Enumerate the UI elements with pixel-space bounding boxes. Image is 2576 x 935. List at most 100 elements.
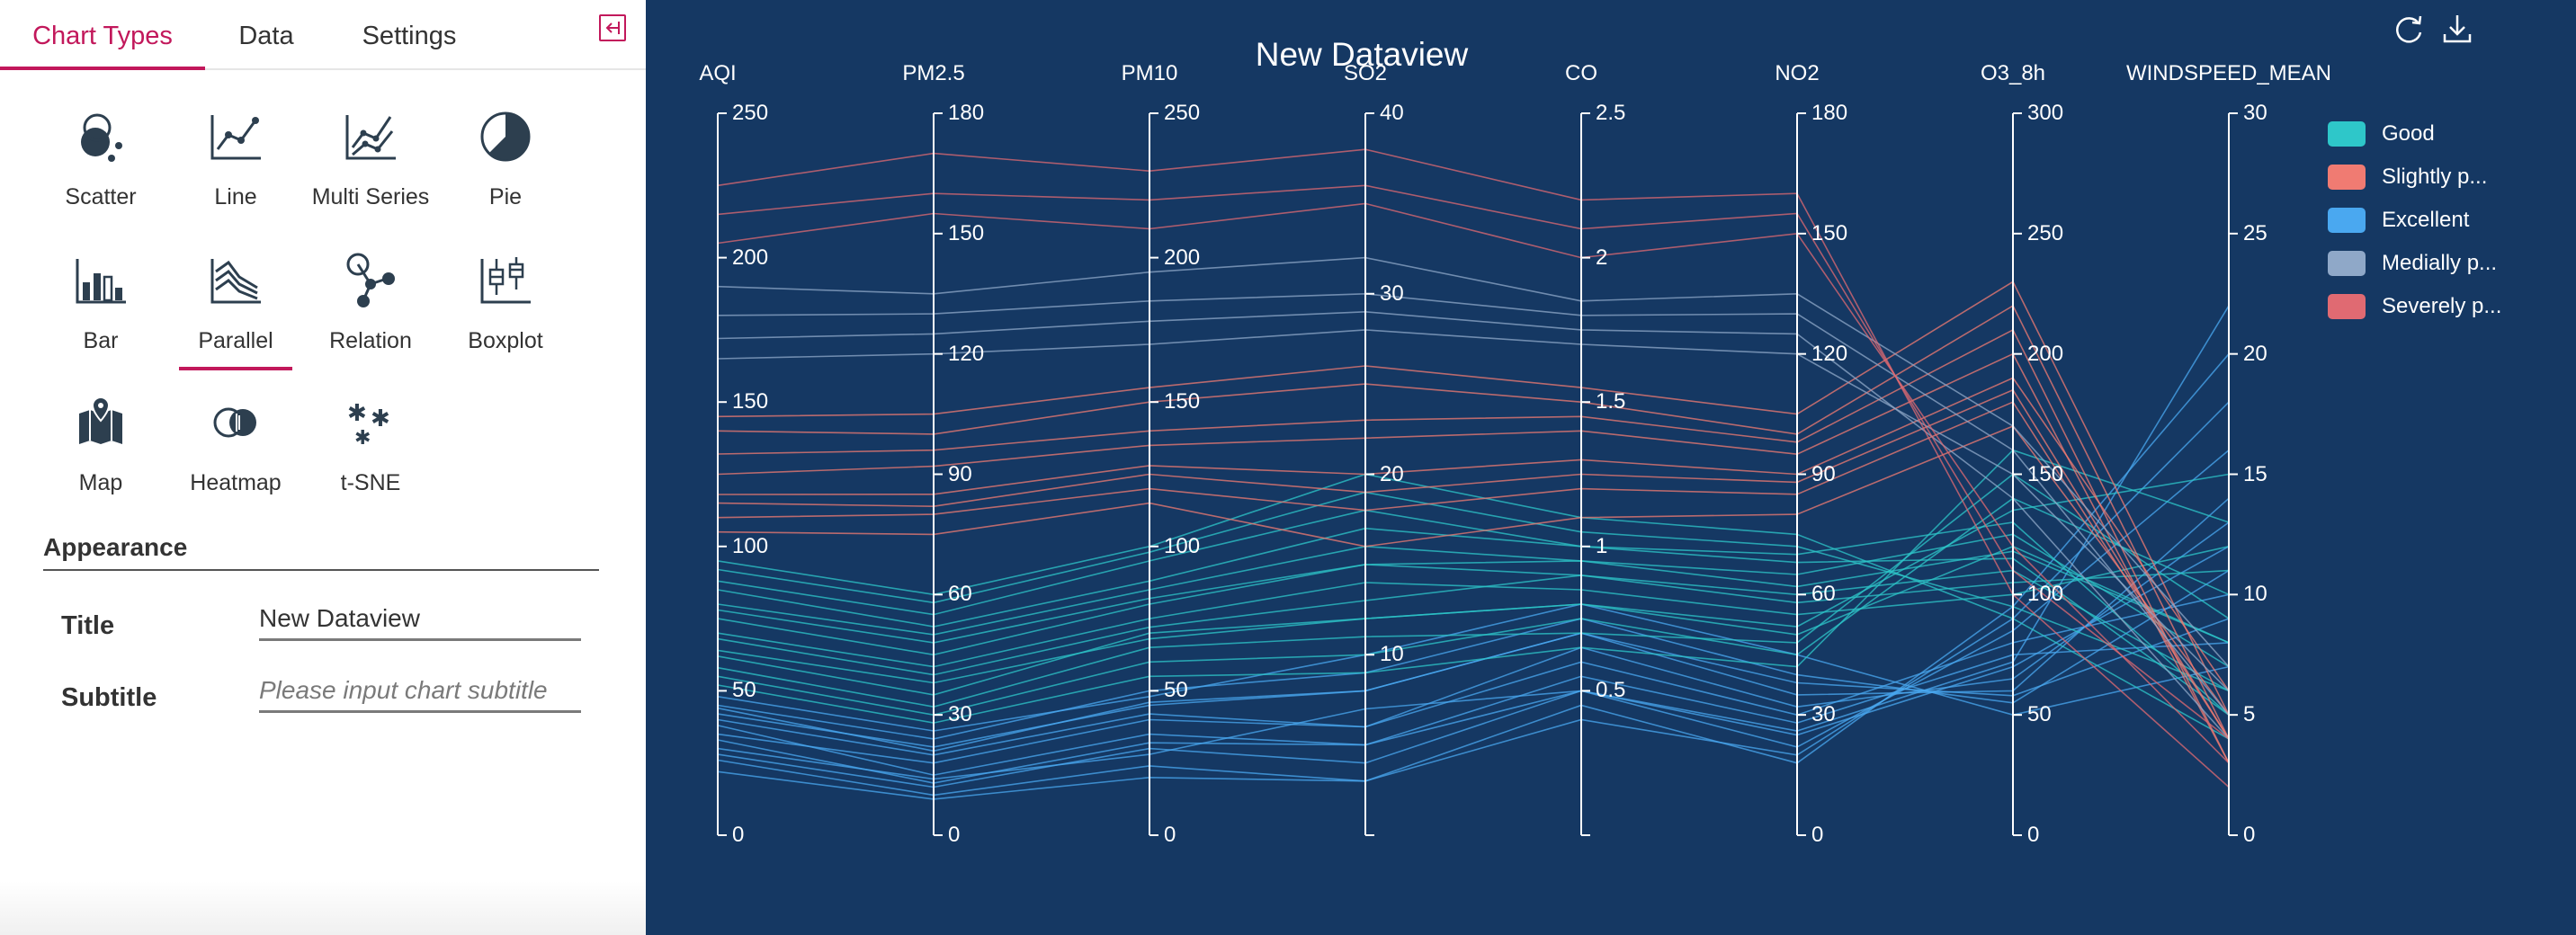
series-line	[717, 388, 2230, 740]
series-line	[717, 497, 2230, 717]
download-icon[interactable]	[2439, 11, 2475, 47]
tick-label: 200	[2027, 341, 2064, 366]
line-chart-icon	[210, 115, 261, 160]
series-line	[717, 449, 2230, 724]
series-line	[717, 473, 2230, 684]
parallel-chart[interactable]	[646, 0, 2576, 935]
tick-label: 250	[1164, 101, 1201, 125]
panel-tabs: Chart Types Data Settings	[0, 0, 646, 70]
chart-type-line[interactable]: Line	[168, 108, 303, 243]
chart-type-multi-series[interactable]: Multi Series	[303, 108, 438, 243]
series-line	[717, 292, 2230, 716]
series-line	[717, 618, 2230, 752]
legend-label: Good	[2382, 121, 2435, 146]
chart-type-label: Scatter	[65, 184, 137, 209]
tick-label: 50	[2027, 702, 2052, 727]
chart-type-bar[interactable]: Bar	[33, 252, 168, 387]
tab-settings[interactable]: Settings	[362, 22, 457, 50]
tick-label: 0.5	[1596, 678, 1626, 703]
chart-type-parallel[interactable]: Parallel	[168, 252, 303, 387]
tick-label: 30	[948, 702, 972, 727]
chart-area: New Dataview AQI PM2.5 PM10 SO2 CO NO2 O3_8h WI…	[646, 0, 2576, 935]
title-input[interactable]	[259, 599, 581, 641]
tick-label: 200	[732, 245, 769, 270]
parallel-icon	[210, 259, 261, 304]
chart-type-label: Pie	[488, 184, 523, 209]
boxplot-icon	[480, 257, 531, 304]
tick-label: 10	[1380, 642, 1404, 667]
series-line	[717, 546, 2230, 788]
series-line	[717, 546, 2230, 668]
series-line	[717, 497, 2230, 748]
series-group	[717, 280, 2230, 764]
chart-type-label: Multi Series	[311, 184, 430, 209]
tick-label: 30	[1380, 280, 1404, 306]
series-line	[717, 184, 2230, 740]
series-line	[717, 304, 2230, 740]
legend-swatch	[2328, 208, 2366, 233]
refresh-icon[interactable]	[2391, 11, 2427, 47]
series-line	[717, 401, 2230, 740]
legend-label: Excellent	[2382, 208, 2470, 232]
chart-type-heatmap[interactable]: Heatmap	[168, 394, 303, 529]
chart-type-label: t-SNE	[340, 470, 401, 495]
tab-data[interactable]: Data	[238, 22, 294, 50]
axis-name: NO2	[1775, 61, 1820, 85]
series-line	[717, 256, 2230, 668]
tick-label: 40	[1380, 101, 1404, 125]
series-line	[717, 521, 2230, 756]
tick-label: 180	[1811, 101, 1848, 125]
tick-label: 50	[732, 678, 756, 703]
series-line	[717, 491, 2230, 692]
series-line	[717, 450, 2230, 780]
title-field-label: Title	[61, 611, 115, 640]
legend-label: Slightly p...	[2382, 165, 2488, 189]
tick-label: 120	[948, 341, 985, 366]
subtitle-input[interactable]	[259, 671, 581, 713]
tick-label: 150	[732, 389, 769, 414]
series-group	[717, 148, 2230, 788]
tick-label: 20	[1380, 461, 1404, 486]
collapse-panel-button[interactable]	[599, 14, 626, 41]
tick-label: 2.5	[1596, 101, 1626, 125]
tick-label: 200	[1164, 245, 1201, 270]
axis-name: WINDSPEED_MEAN	[2125, 61, 2332, 85]
series-line	[717, 310, 2230, 740]
chart-type-label: Bar	[83, 328, 119, 353]
tick-label: 30	[1811, 702, 1836, 727]
series-line	[717, 527, 2230, 716]
chart-type-label: Heatmap	[190, 470, 282, 495]
tab-chart-types[interactable]: Chart Types	[0, 0, 205, 70]
legend-swatch	[2328, 251, 2366, 276]
tick-label: 250	[2027, 220, 2064, 245]
chart-type-relation[interactable]: Relation	[303, 252, 438, 387]
axis-name: SO2	[1343, 61, 1388, 85]
chart-type-tsne[interactable]: ✱ ✱ ✱ t-SNE	[303, 394, 438, 529]
chart-title: New Dataview	[1255, 36, 1469, 73]
chart-type-scatter[interactable]: Scatter	[33, 108, 168, 243]
legend-label: Severely p...	[2382, 294, 2502, 318]
chart-type-label: Boxplot	[468, 328, 543, 353]
series-group	[717, 256, 2230, 740]
active-chart-type-indicator	[179, 367, 292, 370]
axis-name: CO	[1565, 61, 1597, 85]
legend-swatch	[2328, 165, 2366, 190]
legend-label: Medially p...	[2382, 251, 2498, 275]
series-line	[717, 473, 2230, 740]
tick-label: 0	[2243, 823, 2256, 847]
tick-label: 20	[2243, 341, 2267, 366]
chart-type-pie[interactable]: Pie	[438, 108, 573, 243]
tick-label: 0	[2027, 823, 2040, 847]
chart-type-boxplot[interactable]: Boxplot	[438, 252, 573, 387]
chart-type-map[interactable]: Map	[33, 394, 168, 529]
tick-label: 120	[1811, 341, 1848, 366]
tick-label: 100	[1164, 533, 1201, 558]
tick-label: 50	[1164, 678, 1188, 703]
tick-label: 300	[2027, 101, 2064, 125]
series-line	[717, 377, 2230, 691]
tick-label: 250	[732, 101, 769, 125]
series-line	[717, 328, 2230, 764]
series-line	[717, 564, 2230, 692]
tick-label: 100	[732, 533, 769, 558]
series-line	[717, 280, 2230, 716]
